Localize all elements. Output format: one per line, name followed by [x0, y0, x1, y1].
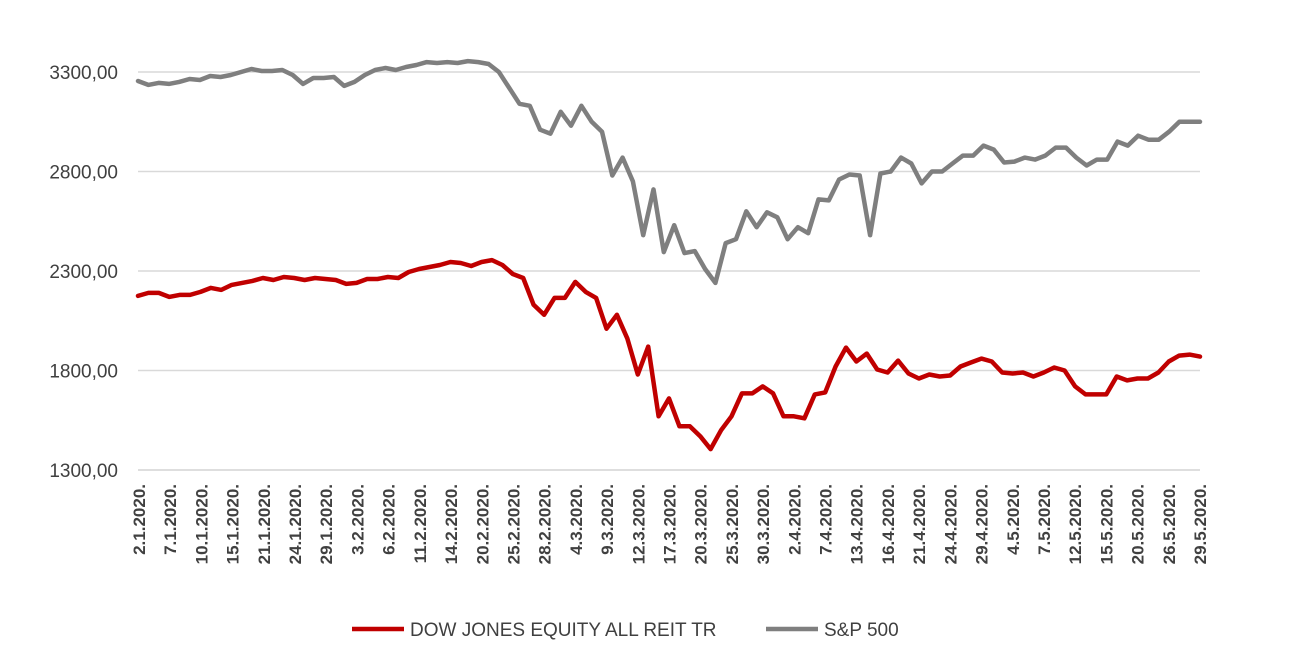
x-tick-label: 16.4.2020.	[879, 484, 898, 564]
x-tick-label: 15.1.2020.	[224, 484, 243, 564]
x-tick-label: 2.4.2020.	[785, 484, 804, 555]
y-tick-label: 1800,00	[49, 362, 118, 383]
x-tick-label: 20.5.2020.	[1129, 484, 1148, 564]
y-tick-label: 3300,00	[49, 63, 118, 84]
x-tick-label: 25.3.2020.	[723, 484, 742, 564]
x-tick-label: 6.2.2020.	[380, 484, 399, 555]
x-tick-label: 13.4.2020.	[848, 484, 867, 564]
x-tick-label: 24.4.2020.	[941, 484, 960, 564]
x-tick-label: 17.3.2020.	[661, 484, 680, 564]
y-tick-label: 2300,00	[49, 262, 118, 283]
x-tick-label: 20.2.2020.	[473, 484, 492, 564]
x-axis-tick-labels: 2.1.2020. 7.1.2020. 10.1.2020. 15.1.2020. 21…	[130, 484, 1210, 564]
gridlines	[138, 71, 1200, 471]
y-axis-tick-labels: 1300,00 1800,00 2300,00 2800,00 3300,00	[49, 63, 118, 482]
x-tick-label: 3.2.2020.	[348, 484, 367, 555]
legend-label: DOW JONES EQUITY ALL REIT TR	[410, 620, 717, 641]
x-tick-label: 26.5.2020.	[1160, 484, 1179, 564]
series-lines	[135, 58, 1203, 452]
x-tick-label: 7.4.2020.	[817, 484, 836, 555]
x-tick-label: 29.1.2020.	[317, 484, 336, 564]
x-tick-label: 11.2.2020.	[411, 484, 430, 563]
x-tick-label: 24.1.2020.	[286, 484, 305, 564]
x-tick-label: 4.5.2020.	[1004, 484, 1023, 555]
x-tick-label: 9.3.2020.	[598, 484, 617, 555]
x-tick-label: 12.5.2020.	[1066, 484, 1085, 564]
x-tick-label: 21.1.2020.	[255, 484, 274, 564]
x-tick-label: 7.5.2020.	[1035, 484, 1054, 555]
x-tick-label: 21.4.2020.	[910, 484, 929, 564]
series-line-sp500	[135, 58, 1203, 286]
x-tick-label: 15.5.2020.	[1097, 484, 1116, 564]
x-tick-label: 20.3.2020.	[692, 484, 711, 564]
x-tick-label: 25.2.2020.	[504, 484, 523, 564]
x-tick-label: 2.1.2020.	[130, 484, 149, 555]
x-tick-label: 29.5.2020.	[1191, 484, 1210, 564]
x-tick-label: 4.3.2020.	[567, 484, 586, 555]
x-tick-label: 30.3.2020.	[754, 484, 773, 564]
legend-label: S&P 500	[824, 620, 899, 641]
legend-item: S&P 500	[766, 620, 899, 641]
x-tick-label: 7.1.2020.	[161, 484, 180, 555]
x-tick-label: 28.2.2020.	[536, 484, 555, 564]
y-tick-label: 1300,00	[49, 461, 118, 482]
series-line-reit	[135, 257, 1203, 452]
y-tick-label: 2800,00	[49, 163, 118, 184]
x-tick-label: 12.3.2020.	[629, 484, 648, 564]
x-tick-label: 10.1.2020.	[192, 484, 211, 564]
x-tick-label: 14.2.2020.	[442, 484, 461, 564]
legend: DOW JONES EQUITY ALL REIT TR S&P 500	[352, 620, 899, 641]
x-tick-label: 29.4.2020.	[973, 484, 992, 564]
legend-item: DOW JONES EQUITY ALL REIT TR	[352, 620, 717, 641]
